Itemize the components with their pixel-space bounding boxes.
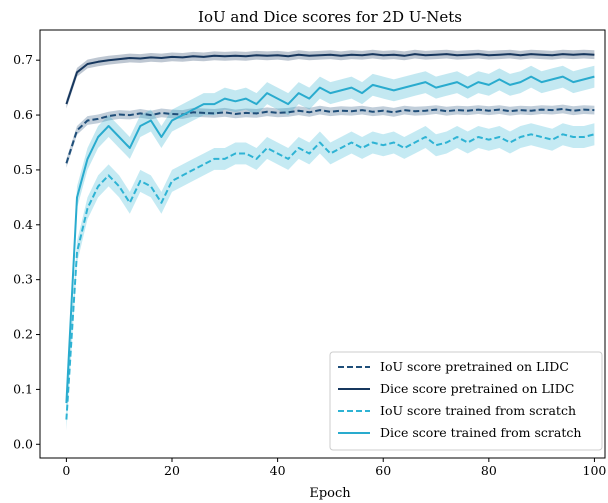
chart-title: IoU and Dice scores for 2D U-Nets <box>198 8 462 26</box>
y-tick-label: 0.5 <box>13 162 33 177</box>
legend-label-iou-score-trained-from-scratch: IoU score trained from scratch <box>380 403 576 418</box>
line-dice-score-pretrained-on-lidc <box>65 53 595 105</box>
y-tick-label: 0.1 <box>13 381 33 396</box>
plot-frame <box>39 29 606 459</box>
y-tick-label: 0.4 <box>13 217 33 232</box>
x-tick-label: 0 <box>62 463 70 478</box>
y-tick-label: 0.7 <box>13 52 33 67</box>
legend: IoU score pretrained on LIDC Dice score p… <box>329 351 603 451</box>
x-axis-ticks: 0 20 40 60 80 100 <box>62 458 606 478</box>
legend-label-dice-score-pretrained-on-lidc: Dice score pretrained on LIDC <box>380 381 574 396</box>
x-tick-label: 40 <box>270 463 286 478</box>
x-tick-label: 20 <box>164 463 180 478</box>
y-tick-label: 0.6 <box>13 107 33 122</box>
line-dice-score-trained-from-scratch <box>65 75 595 404</box>
series-lines <box>65 53 595 420</box>
line-iou-score-pretrained-on-lidc <box>65 108 595 164</box>
y-tick-label: 0.2 <box>13 327 33 342</box>
x-tick-label: 100 <box>583 463 607 478</box>
y-tick-label: 0.0 <box>13 436 33 451</box>
y-axis-ticks: 0.0 0.1 0.2 0.3 0.4 0.5 0.6 0.7 <box>13 52 40 451</box>
x-axis-label: Epoch <box>309 486 351 501</box>
legend-label-iou-score-pretrained-on-lidc: IoU score pretrained on LIDC <box>380 359 569 374</box>
x-tick-label: 60 <box>375 463 391 478</box>
x-tick-label: 80 <box>481 463 497 478</box>
y-tick-label: 0.3 <box>13 272 33 287</box>
legend-box <box>329 351 603 451</box>
legend-label-dice-score-trained-from-scratch: Dice score trained from scratch <box>380 425 581 440</box>
band-iou-score-pretrained-on-lidc <box>66 104 595 168</box>
line-iou-score-trained-from-scratch <box>65 133 595 420</box>
